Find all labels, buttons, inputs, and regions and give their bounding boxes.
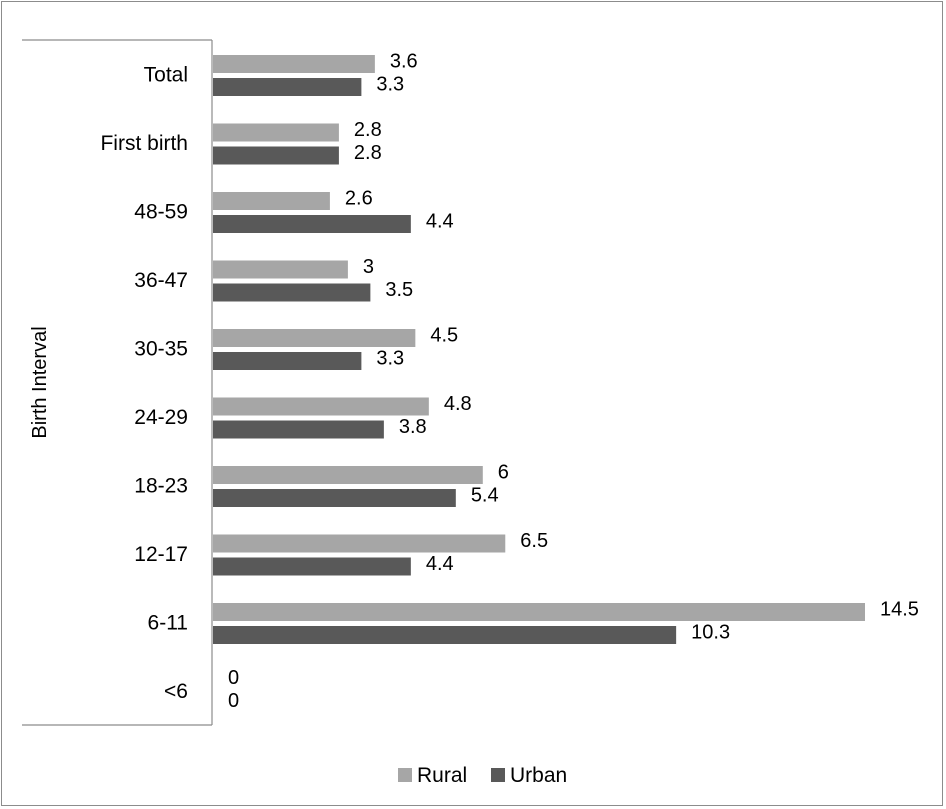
data-label-urban: 2.8 [354,142,382,164]
bar-rural [213,192,330,210]
data-label-rural: 6 [498,462,509,484]
bar-urban [213,489,456,507]
category-label: 12-17 [134,543,188,566]
category-label: First birth [100,132,188,155]
data-label-urban: 3.3 [376,348,404,370]
legend-swatch-urban [491,768,505,782]
bar-urban [213,420,384,439]
legend: Rural Urban [398,764,567,787]
bars-group [213,55,865,644]
bar-rural [213,123,339,142]
data-label-rural: 3 [363,256,374,278]
bar-urban [213,78,362,96]
data-label-rural: 0 [228,667,239,689]
data-label-urban: 0 [228,690,239,712]
data-label-urban: 4.4 [426,553,454,575]
data-label-urban: 3.5 [385,279,413,301]
data-label-urban: 5.4 [471,485,499,507]
data-label-urban: 3.8 [399,416,427,438]
legend-label-urban: Urban [510,764,567,787]
data-label-rural: 4.8 [444,393,472,415]
data-label-rural: 6.5 [520,530,548,552]
bar-urban [213,557,411,576]
bar-rural [213,534,506,553]
bar-urban [213,283,371,302]
bar-urban [213,626,677,644]
y-axis-title: Birth Interval [29,326,51,438]
category-label: 6-11 [148,611,188,634]
bar-rural [213,397,429,416]
data-label-rural: 4.5 [430,325,458,347]
data-label-urban: 10.3 [691,622,730,644]
bar-rural [213,603,865,621]
legend-label-rural: Rural [417,764,467,787]
data-label-rural: 2.6 [345,188,373,210]
bar-rural [213,466,483,484]
category-label: 24-29 [134,406,188,429]
category-label: <6 [164,680,188,703]
data-label-urban: 3.3 [376,74,404,96]
value-labels-group: 3.63.32.82.82.64.433.54.53.34.83.865.46.… [228,51,919,713]
category-label: 18-23 [134,474,188,497]
bar-urban [213,146,339,165]
category-label: 48-59 [134,200,188,223]
legend-swatch-rural [398,768,412,782]
bar-rural [213,329,416,347]
bar-rural [213,260,348,279]
category-label: 36-47 [134,269,188,292]
bar-urban [213,215,411,233]
category-labels-group: Total First birth 48-59 36-47 30-35 24-29 18-2… [100,63,188,703]
data-label-rural: 3.6 [390,51,418,73]
bar-urban [213,352,362,370]
data-label-rural: 14.5 [880,599,919,621]
data-label-urban: 4.4 [426,211,454,233]
data-label-rural: 2.8 [354,119,382,141]
category-label: Total [144,63,188,86]
bar-rural [213,55,375,73]
category-label: 30-35 [134,337,188,360]
